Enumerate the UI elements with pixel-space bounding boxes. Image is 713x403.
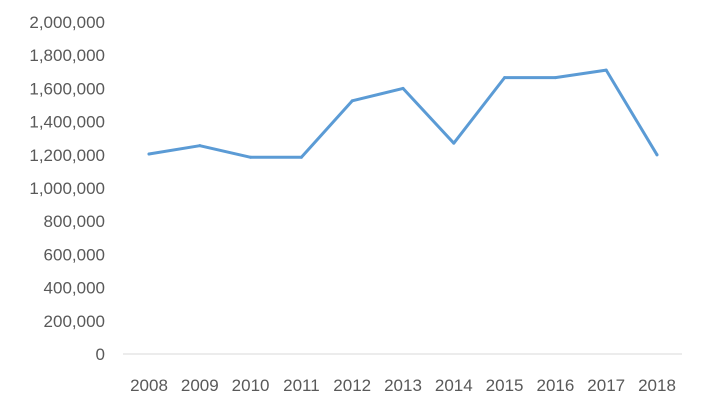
series-line — [147, 68, 659, 159]
data-point — [198, 144, 202, 148]
y-tick-label: 2,000,000 — [29, 13, 105, 32]
data-point — [503, 76, 507, 80]
y-tick-label: 1,800,000 — [29, 46, 105, 65]
y-tick-label: 1,600,000 — [29, 79, 105, 98]
data-point — [655, 153, 659, 157]
x-tick-label: 2018 — [638, 376, 676, 395]
x-tick-label: 2017 — [587, 376, 625, 395]
x-tick-label: 2014 — [435, 376, 473, 395]
data-point — [299, 155, 303, 159]
data-point — [401, 86, 405, 90]
y-tick-label: 200,000 — [44, 312, 105, 331]
y-tick-label: 800,000 — [44, 212, 105, 231]
data-point — [249, 155, 253, 159]
data-point — [604, 68, 608, 72]
x-tick-label: 2009 — [181, 376, 219, 395]
x-tick-label: 2010 — [232, 376, 270, 395]
y-axis-tick-labels: 0 200,000 400,000 600,000 800,000 1,000,000 1,… — [29, 13, 105, 364]
series-group — [147, 68, 659, 159]
y-tick-label: 1,400,000 — [29, 113, 105, 132]
x-tick-label: 2013 — [384, 376, 422, 395]
y-tick-label: 1,200,000 — [29, 146, 105, 165]
x-tick-label: 2012 — [333, 376, 371, 395]
data-point — [553, 76, 557, 80]
x-tick-label: 2015 — [486, 376, 524, 395]
x-tick-label: 2011 — [283, 376, 320, 395]
y-tick-label: 400,000 — [44, 279, 105, 298]
x-axis-tick-labels: 2008 2009 2010 2011 2012 2013 2014 2015 2016 2017… — [130, 376, 676, 395]
data-point — [350, 99, 354, 103]
y-tick-label: 1,000,000 — [29, 179, 105, 198]
x-tick-label: 2008 — [130, 376, 168, 395]
data-point — [147, 152, 151, 156]
y-tick-label: 0 — [96, 345, 105, 364]
data-point — [452, 141, 456, 145]
y-tick-label: 600,000 — [44, 245, 105, 264]
x-tick-label: 2016 — [536, 376, 574, 395]
